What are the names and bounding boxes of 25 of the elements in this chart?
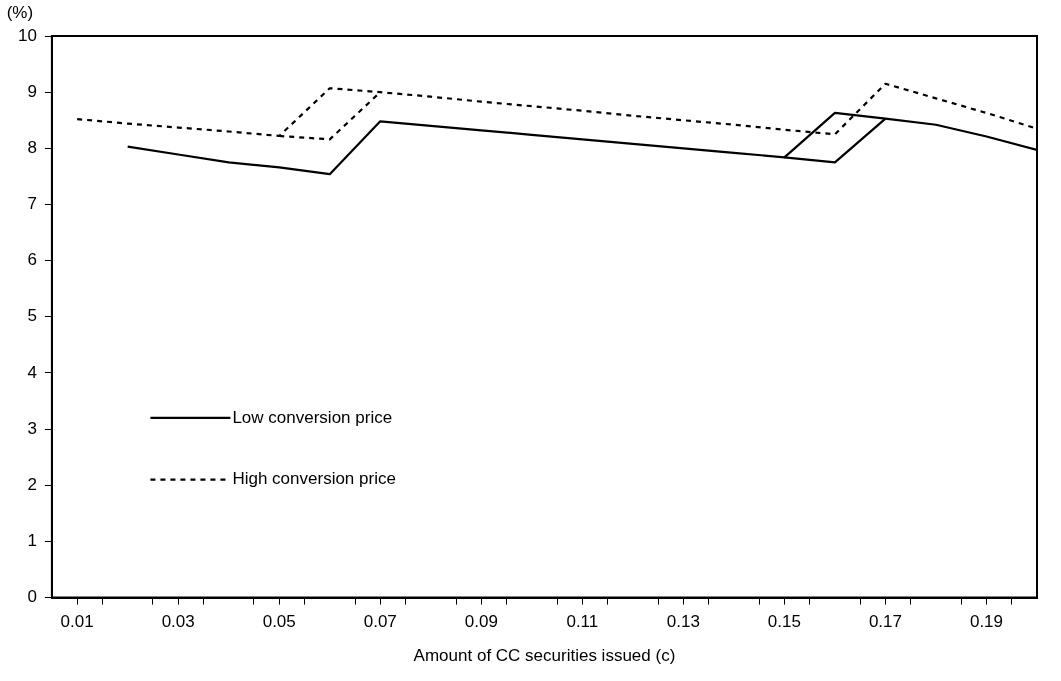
x-tick-label: 0.05 <box>262 612 296 632</box>
x-tick-label: 0.13 <box>666 612 700 632</box>
y-tick-label: 2 <box>27 474 37 494</box>
y-tick-label: 4 <box>27 362 37 382</box>
x-tick-label: 0.09 <box>464 612 498 632</box>
y-tick-label: 9 <box>27 81 37 101</box>
y-tick-label: 1 <box>27 531 37 551</box>
y-tick-label: 5 <box>27 306 37 326</box>
x-tick-label: 0.17 <box>868 612 902 632</box>
y-tick-label: 6 <box>27 250 37 270</box>
x-tick-label: 0.11 <box>566 612 599 632</box>
legend-label: Low conversion price <box>232 407 393 427</box>
x-tick-label: 0.01 <box>60 612 94 632</box>
y-tick-label: 7 <box>27 194 37 214</box>
legend-label: High conversion price <box>232 469 396 489</box>
y-axis-title: (%) <box>6 3 34 23</box>
y-tick-label: 8 <box>27 138 37 158</box>
x-tick-label: 0.19 <box>969 612 1004 632</box>
y-tick-label: 0 <box>27 587 37 607</box>
x-tick-label: 0.15 <box>767 612 801 632</box>
x-tick-label: 0.03 <box>161 612 195 632</box>
y-tick-label: 3 <box>27 418 37 438</box>
x-axis-title: Amount of CC securities issued (c) <box>413 645 676 665</box>
x-tick-label: 0.07 <box>363 612 397 632</box>
y-tick-label: 10 <box>17 25 37 45</box>
